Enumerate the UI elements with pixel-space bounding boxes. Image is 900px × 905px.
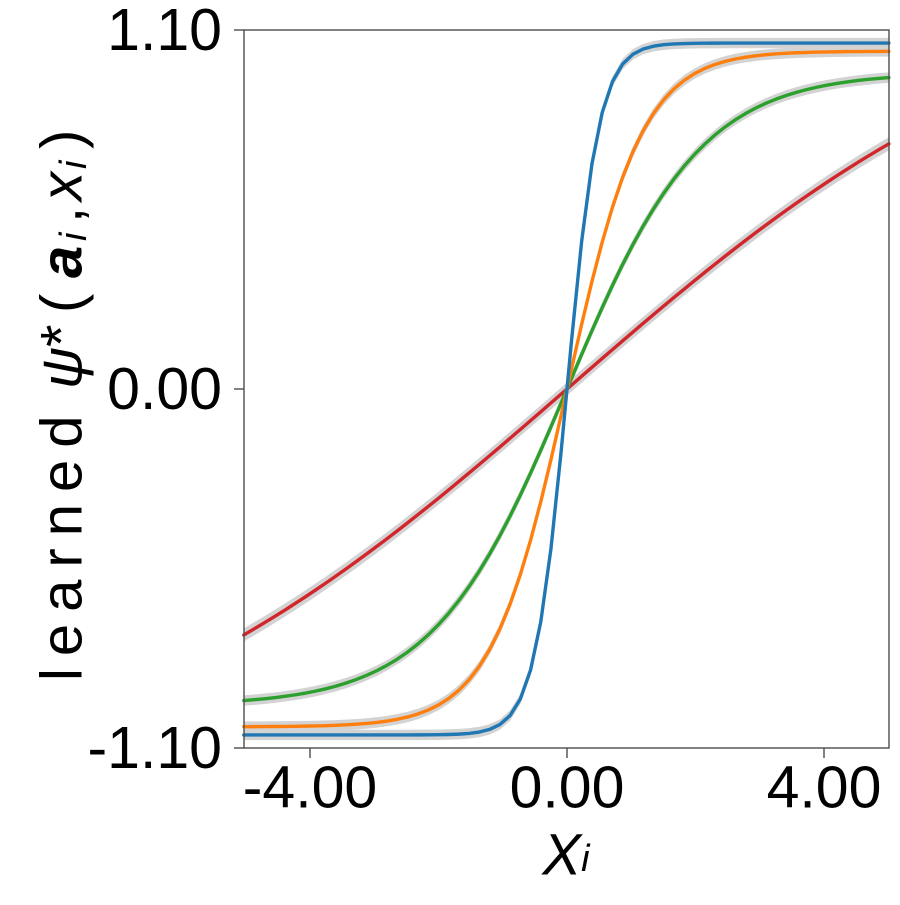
svg-text:Xi: Xi <box>540 823 591 888</box>
svg-text:-1.10: -1.10 <box>88 715 222 781</box>
svg-text:x: x <box>30 170 95 204</box>
svg-text:1.10: 1.10 <box>107 0 222 63</box>
svg-text:i: i <box>53 231 95 241</box>
svg-text:ψ: ψ <box>30 347 95 389</box>
svg-text:0.00: 0.00 <box>107 356 222 422</box>
svg-text:0.00: 0.00 <box>510 754 625 820</box>
svg-text:*: * <box>30 324 95 347</box>
svg-text:4.00: 4.00 <box>767 754 882 820</box>
svg-text:-4.00: -4.00 <box>243 754 377 820</box>
svg-text:a: a <box>30 246 95 278</box>
svg-text:): ) <box>30 130 95 149</box>
svg-text:,: , <box>30 207 95 223</box>
svg-text:i: i <box>53 159 95 169</box>
svg-text:(: ( <box>30 294 95 313</box>
svg-text:learned: learned <box>30 404 95 681</box>
